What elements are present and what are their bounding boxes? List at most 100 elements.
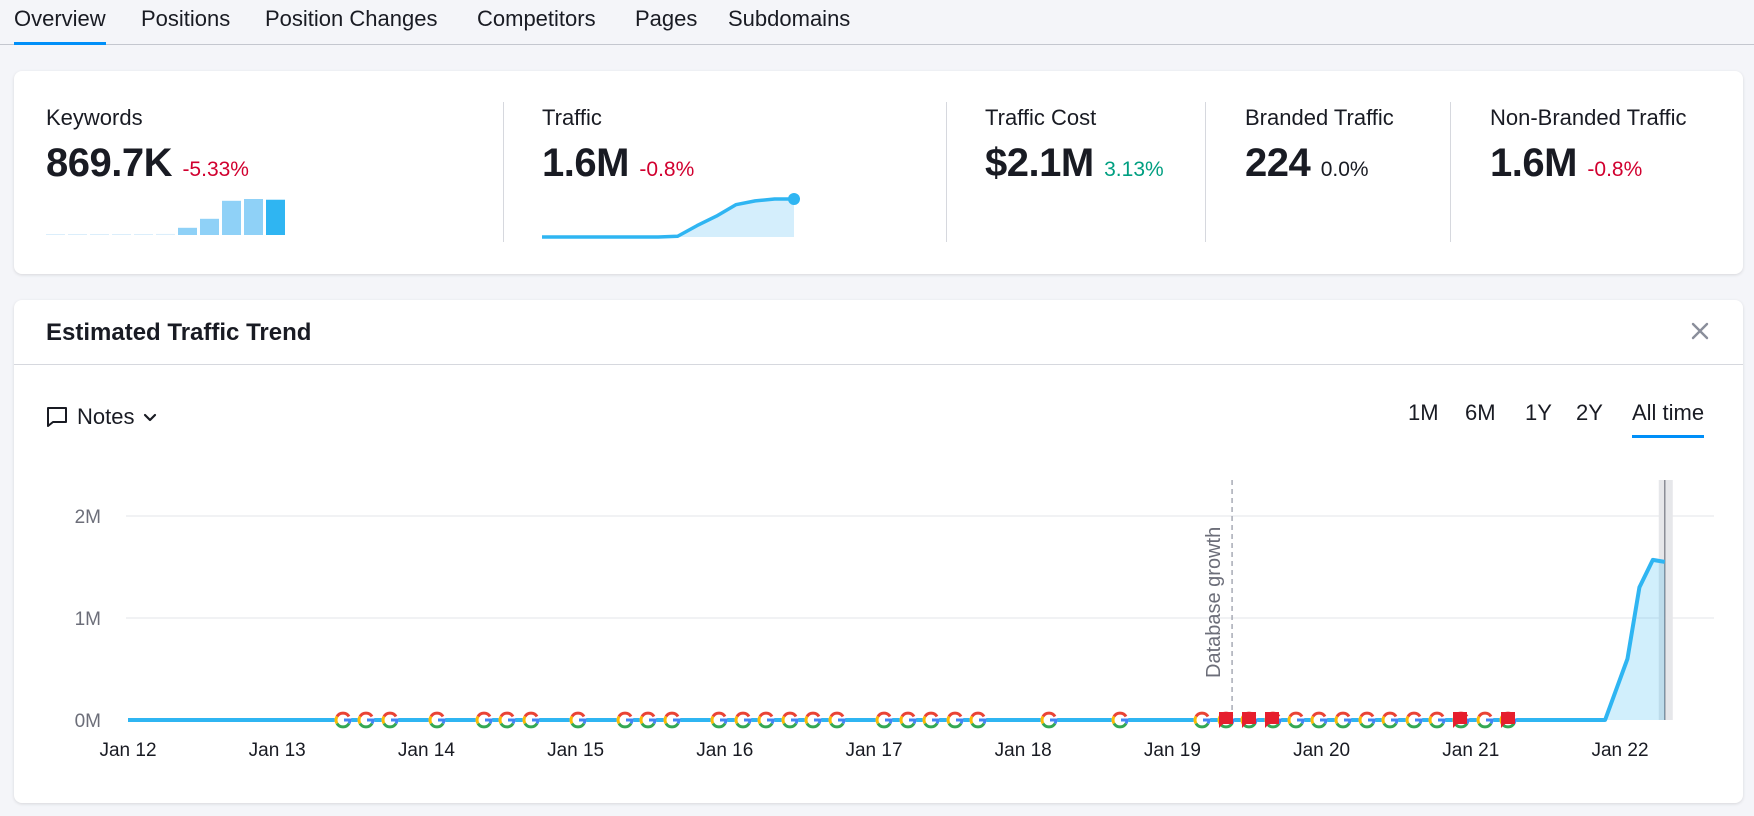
- metric-branded-traffic[interactable]: Branded Traffic 224 0.0%: [1245, 105, 1394, 186]
- traffic-cost-value: $2.1M: [985, 141, 1094, 185]
- google-update-icon: [1040, 711, 1058, 729]
- non-branded-traffic-value: 1.6M: [1490, 141, 1577, 185]
- x-tick-label: Jan 16: [696, 740, 753, 761]
- google-update-icon: [1111, 711, 1129, 729]
- non-branded-traffic-label: Non-Branded Traffic: [1490, 105, 1687, 130]
- metric-traffic[interactable]: Traffic 1.6M -0.8%: [542, 105, 694, 186]
- traffic-trend-chart: 0M 1M 2M Jan 12 Jan 13 Jan 14 Jan 15 Jan 16 Jan …: [75, 480, 1714, 761]
- comment-icon: [47, 407, 67, 427]
- metric-traffic-cost[interactable]: Traffic Cost $2.1M 3.13%: [985, 105, 1164, 186]
- hover-band: [1658, 480, 1673, 720]
- x-tick-label: Jan 19: [1144, 740, 1201, 761]
- traffic-label: Traffic: [542, 105, 602, 130]
- google-update-icon: [569, 711, 587, 729]
- report-tabs: Overview Positions Position Changes Comp…: [0, 0, 1754, 45]
- range-2y[interactable]: 2Y: [1576, 400, 1603, 425]
- google-update-icon: [381, 711, 399, 729]
- trend-area: [128, 559, 1665, 720]
- tab-pages[interactable]: Pages: [635, 6, 698, 31]
- x-tick-label: Jan 21: [1442, 740, 1499, 761]
- range-1m[interactable]: 1M: [1408, 400, 1439, 425]
- google-update-icon: [428, 711, 446, 729]
- google-update-icon: [1428, 711, 1446, 729]
- google-update-icon: [710, 711, 728, 729]
- google-update-icon: [522, 711, 540, 729]
- trend-line: [128, 557, 1666, 722]
- google-update-icon: [875, 711, 893, 729]
- sparkline-bar: [90, 234, 109, 235]
- divider: [1205, 102, 1206, 242]
- google-update-icon: [828, 711, 846, 729]
- note-flag-icon: [1265, 712, 1279, 728]
- x-tick-label: Jan 15: [547, 740, 604, 761]
- branded-traffic-label: Branded Traffic: [1245, 105, 1394, 130]
- keywords-sparkline: [46, 199, 285, 235]
- tab-positions[interactable]: Positions: [141, 6, 231, 31]
- google-update-icon: [922, 711, 940, 729]
- google-update-icon: [1310, 711, 1328, 729]
- google-update-icon: [639, 711, 657, 729]
- range-1y[interactable]: 1Y: [1525, 400, 1552, 425]
- tab-competitors[interactable]: Competitors: [477, 6, 596, 31]
- traffic-cost-delta: 3.13%: [1104, 158, 1164, 181]
- range-6m[interactable]: 6M: [1465, 400, 1496, 425]
- google-update-icon: [1334, 711, 1352, 729]
- y-tick-label: 2M: [75, 507, 101, 528]
- annotation-label: Database growth: [1203, 527, 1225, 678]
- note-flag-icon: [1501, 712, 1515, 728]
- google-update-icon: [757, 711, 775, 729]
- google-update-icon: [969, 711, 987, 729]
- google-update-icon: [781, 711, 799, 729]
- google-update-icon: [334, 711, 352, 729]
- sparkline-bar: [112, 234, 131, 235]
- x-tick-label: Jan 12: [99, 740, 156, 761]
- sparkline-endpoint: [788, 193, 800, 205]
- google-update-icon: [946, 711, 964, 729]
- note-flag-icon: [1219, 712, 1233, 728]
- branded-traffic-value: 224: [1245, 141, 1311, 185]
- chevron-down-icon: [144, 413, 157, 422]
- non-branded-traffic-delta: -0.8%: [1587, 158, 1643, 181]
- sparkline-area: [542, 199, 794, 237]
- sparkline-bar: [46, 234, 65, 235]
- note-flag-icon: [1242, 712, 1256, 728]
- google-update-icon: [1405, 711, 1423, 729]
- metric-keywords[interactable]: Keywords 869.7K -5.33%: [46, 105, 249, 186]
- notes-dropdown[interactable]: Notes: [45, 402, 158, 432]
- traffic-delta: -0.8%: [639, 158, 695, 181]
- note-flag-icon: [1453, 712, 1467, 728]
- google-update-icon: [357, 711, 375, 729]
- traffic-value: 1.6M: [542, 141, 629, 185]
- trend-title: Estimated Traffic Trend: [46, 319, 312, 346]
- x-tick-label: Jan 13: [249, 740, 306, 761]
- google-update-icon: [1193, 711, 1211, 729]
- metric-non-branded-traffic[interactable]: Non-Branded Traffic 1.6M -0.8%: [1490, 105, 1686, 186]
- sparkline-bar: [222, 200, 241, 235]
- y-tick-label: 1M: [75, 609, 101, 630]
- x-tick-label: Jan 22: [1591, 740, 1648, 761]
- google-update-icon: [1476, 711, 1494, 729]
- close-icon[interactable]: [1689, 320, 1711, 342]
- tab-subdomains[interactable]: Subdomains: [728, 6, 851, 31]
- x-tick-label: Jan 17: [845, 740, 902, 761]
- google-update-icon: [1381, 711, 1399, 729]
- google-update-icon: [1358, 711, 1376, 729]
- google-update-icon: [498, 711, 516, 729]
- keywords-label: Keywords: [46, 105, 143, 130]
- keywords-delta: -5.33%: [182, 158, 249, 181]
- branded-traffic-delta: 0.0%: [1320, 158, 1369, 181]
- traffic-trend-card: Estimated Traffic Trend Notes 1M 6M 1Y 2…: [14, 300, 1743, 803]
- traffic-sparkline: [542, 193, 800, 239]
- tab-position-changes[interactable]: Position Changes: [265, 6, 438, 31]
- tab-overview[interactable]: Overview: [14, 6, 106, 45]
- x-tick-label: Jan 14: [398, 740, 455, 761]
- sparkline-bar: [266, 199, 285, 235]
- divider: [946, 102, 947, 242]
- google-update-icon: [475, 711, 493, 729]
- notes-label: Notes: [77, 404, 135, 429]
- google-update-icon: [734, 711, 752, 729]
- x-tick-label: Jan 20: [1293, 740, 1350, 761]
- divider: [503, 102, 504, 242]
- sparkline-bar: [156, 233, 175, 235]
- range-all-time[interactable]: All time: [1632, 400, 1705, 438]
